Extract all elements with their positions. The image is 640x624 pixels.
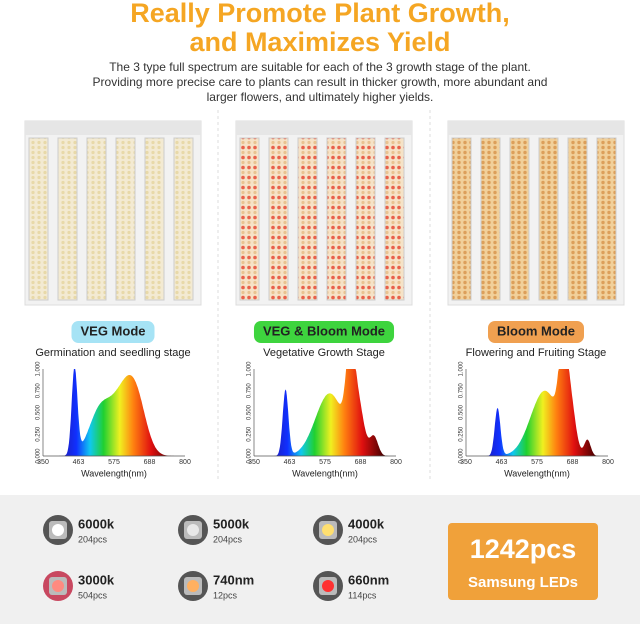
led-icon-glow (187, 524, 199, 536)
spectrum-curve (472, 369, 608, 456)
led-icon-glow (187, 580, 199, 592)
x-axis-label: Wavelength(nm) (292, 468, 358, 478)
description: The 3 type full spectrum are suitable fo… (109, 60, 531, 74)
x-tick-label: 800 (179, 459, 191, 466)
x-tick-label: 688 (355, 459, 367, 466)
led-name: 3000k (78, 572, 115, 587)
led-strip (384, 137, 405, 301)
y-tick-label: 1.000 (247, 361, 253, 377)
y-tick-label: 0.250 (459, 426, 465, 442)
led-strip (144, 137, 165, 301)
x-tick-label: 800 (390, 459, 402, 466)
led-strip (355, 137, 376, 301)
total-box (448, 523, 598, 600)
led-name: 4000k (348, 516, 385, 531)
led-count: 204pcs (348, 534, 378, 544)
led-strip (86, 137, 107, 301)
y-tick-label: 1.000 (36, 361, 42, 377)
x-tick-label: 463 (284, 459, 296, 466)
x-tick-label: 575 (108, 459, 120, 466)
mode-label: VEG & Bloom Mode (263, 323, 385, 338)
mode-pill (71, 321, 155, 343)
y-tick-label: 0.250 (247, 426, 253, 442)
led-strip (239, 137, 260, 301)
led-strip (451, 137, 472, 301)
y-tick-label: 0.000 (459, 448, 465, 464)
led-count: 114pcs (348, 590, 377, 600)
description: larger flowers, and ultimately higher yi… (207, 90, 434, 104)
led-strip (326, 137, 347, 301)
x-tick-label: 463 (73, 459, 85, 466)
y-tick-label: 1.000 (459, 361, 465, 377)
title: Really Promote Plant Growth, (130, 0, 510, 28)
led-name: 660nm (348, 572, 389, 587)
x-tick-label: 350 (37, 459, 49, 466)
led-name: 740nm (213, 572, 254, 587)
led-strip (538, 137, 559, 301)
led-name: 5000k (213, 516, 250, 531)
led-strip (596, 137, 617, 301)
led-strip (567, 137, 588, 301)
y-tick-label: 0.750 (36, 383, 42, 399)
y-tick-label: 0.000 (247, 448, 253, 464)
x-tick-label: 688 (567, 459, 579, 466)
led-count: 504pcs (78, 590, 108, 600)
fixture-bar (448, 121, 624, 135)
description: Providing more precise care to plants ca… (93, 75, 548, 89)
y-tick-label: 0.750 (247, 383, 253, 399)
led-icon-glow (52, 580, 64, 592)
led-count: 204pcs (213, 534, 243, 544)
led-strip (480, 137, 501, 301)
x-axis-label: Wavelength(nm) (504, 468, 570, 478)
y-tick-label: 0.500 (36, 404, 42, 420)
led-strip (297, 137, 318, 301)
x-tick-label: 800 (602, 459, 614, 466)
mode-stage: Germination and seedling stage (35, 347, 190, 359)
x-tick-label: 463 (496, 459, 508, 466)
mode-label: Bloom Mode (497, 323, 575, 338)
led-icon-glow (322, 524, 334, 536)
spectrum-curve (260, 369, 396, 456)
fixture-bar (25, 121, 201, 135)
led-icon-glow (52, 524, 64, 536)
led-strip (509, 137, 530, 301)
mode-pill (253, 321, 395, 343)
x-axis-label: Wavelength(nm) (81, 468, 147, 478)
y-tick-label: 0.500 (459, 404, 465, 420)
total-label: Samsung LEDs (468, 574, 578, 591)
title: and Maximizes Yield (189, 27, 450, 57)
led-strip (28, 137, 49, 301)
x-tick-label: 575 (531, 459, 543, 466)
mode-stage: Vegetative Growth Stage (263, 347, 385, 359)
fixture-frame (235, 120, 413, 306)
led-name: 6000k (78, 516, 115, 531)
x-tick-label: 350 (460, 459, 472, 466)
y-tick-label: 0.250 (36, 426, 42, 442)
total-count: 1242pcs (470, 534, 577, 564)
spectrum-curve (49, 369, 185, 456)
fixture-frame (24, 120, 202, 306)
led-count: 12pcs (213, 590, 238, 600)
mode-label: VEG Mode (80, 323, 145, 338)
led-strip (115, 137, 136, 301)
y-tick-label: 0.500 (247, 404, 253, 420)
fixture-bar (236, 121, 412, 135)
mode-stage: Flowering and Fruiting Stage (466, 347, 607, 359)
x-tick-label: 575 (319, 459, 331, 466)
x-tick-label: 688 (144, 459, 156, 466)
led-strip (57, 137, 78, 301)
y-tick-label: 0.000 (36, 448, 42, 464)
y-tick-label: 0.750 (459, 383, 465, 399)
led-strip (268, 137, 289, 301)
mode-pill (488, 321, 584, 343)
fixture-frame (447, 120, 625, 306)
x-tick-label: 350 (248, 459, 260, 466)
led-strip (173, 137, 194, 301)
led-icon-glow (322, 580, 334, 592)
led-count: 204pcs (78, 534, 108, 544)
